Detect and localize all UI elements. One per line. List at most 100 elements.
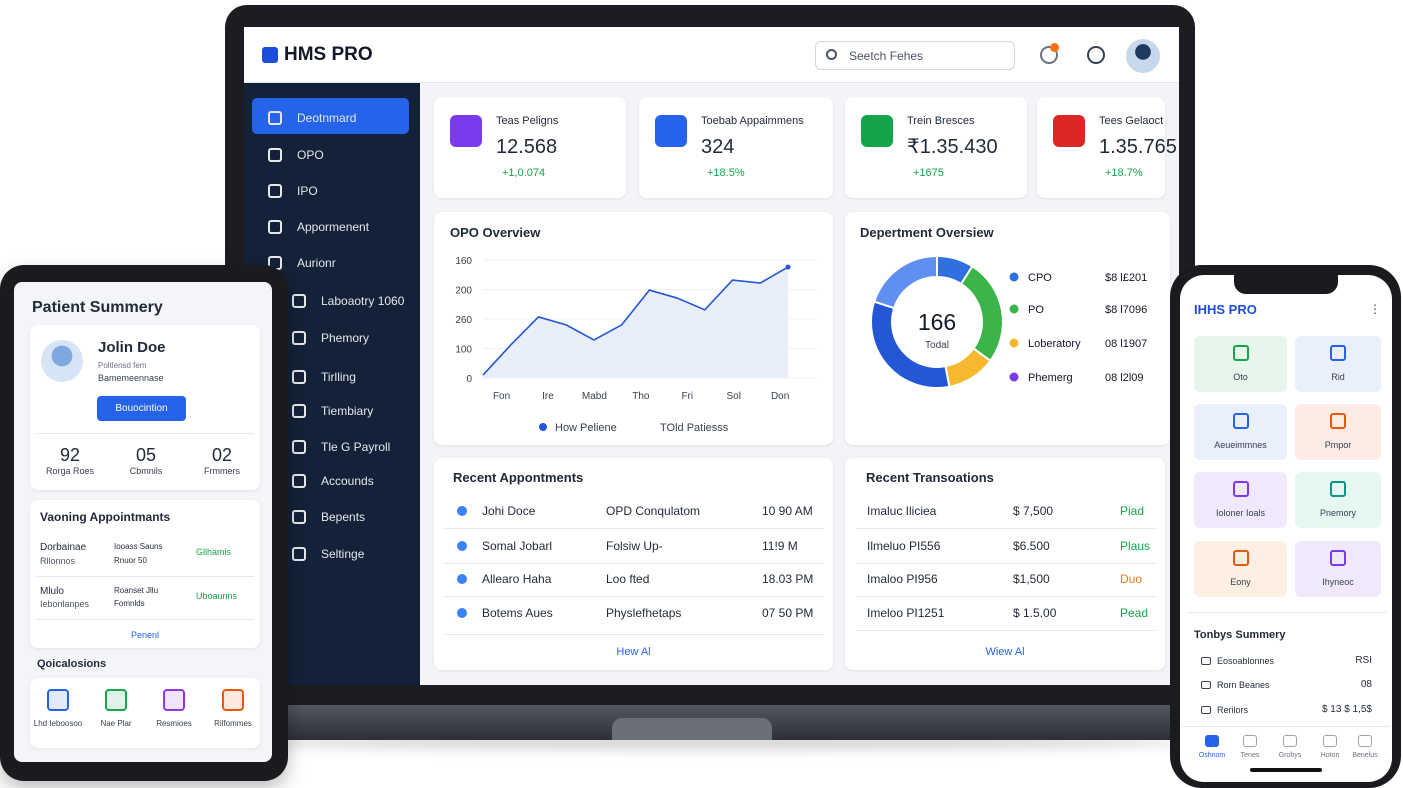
sidebar-item[interactable]: Tle G Payroll bbox=[321, 440, 391, 454]
patient: Allearo Haha bbox=[482, 572, 552, 586]
stat-card bbox=[845, 97, 1027, 198]
patient-button[interactable] bbox=[97, 396, 186, 421]
sidebar-icon bbox=[268, 148, 282, 162]
sidebar-icon bbox=[292, 510, 306, 524]
appt-detail: Roanset Jllu bbox=[114, 586, 159, 595]
stat-value: 12.568 bbox=[496, 136, 558, 158]
phone-menu[interactable]: ⋮ bbox=[1369, 302, 1381, 316]
row-divider bbox=[36, 619, 254, 620]
sidebar-icon bbox=[292, 404, 306, 418]
patient-avatar bbox=[41, 340, 83, 382]
bottom-nav bbox=[1182, 726, 1390, 727]
stat-label: Cbmnils bbox=[129, 466, 163, 476]
amount: $6.500 bbox=[1013, 539, 1050, 553]
settings-icon[interactable] bbox=[1087, 46, 1105, 64]
sidebar-active[interactable] bbox=[252, 98, 409, 134]
appt-name: Mlulo bbox=[40, 586, 64, 597]
sidebar-item[interactable]: Aurionr bbox=[297, 256, 336, 270]
tile-icon bbox=[1330, 413, 1346, 429]
stat-change: +1675 bbox=[913, 167, 944, 179]
appt-status: Gllhamis bbox=[196, 547, 232, 557]
time: 07 50 PM bbox=[762, 606, 814, 620]
sidebar-item[interactable]: Appormenent bbox=[297, 220, 370, 234]
quick-label: Resmioes bbox=[156, 719, 192, 728]
sidebar-item[interactable]: Phemory bbox=[321, 331, 370, 345]
notification-icon[interactable] bbox=[1040, 46, 1058, 64]
time: 18.03 PM bbox=[762, 572, 814, 586]
sidebar-item[interactable]: Laboaotry 1060 bbox=[321, 294, 405, 308]
row-icon bbox=[457, 574, 467, 584]
appt-name: Rllonnos bbox=[40, 556, 76, 566]
status: Pead bbox=[1120, 606, 1149, 620]
transactions-card bbox=[845, 458, 1165, 670]
nav-icon[interactable] bbox=[1205, 735, 1219, 747]
tile-label: Rid bbox=[1331, 372, 1345, 382]
sidebar-icon bbox=[268, 111, 282, 125]
visit-type: Physlefhetaps bbox=[606, 606, 682, 620]
view-all[interactable]: Wiew Al bbox=[985, 646, 1025, 658]
time: 10 90 AM bbox=[762, 504, 813, 518]
nav-label: Grobys bbox=[1278, 752, 1302, 759]
summary-icon bbox=[1201, 706, 1211, 714]
stat-value: 05 bbox=[135, 445, 157, 465]
patient-sub: Bamemeennase bbox=[98, 373, 164, 383]
divider bbox=[1188, 612, 1386, 613]
stat-icon bbox=[655, 115, 687, 147]
sidebar-icon bbox=[268, 220, 282, 234]
quick-icon[interactable] bbox=[222, 689, 244, 711]
row-icon bbox=[457, 541, 467, 551]
sidebar-icon bbox=[292, 547, 306, 561]
tile-icon bbox=[1232, 345, 1249, 361]
sidebar-item[interactable]: Bepents bbox=[321, 510, 366, 524]
nav-icon[interactable] bbox=[1283, 735, 1297, 747]
phone-brand: IHHS PRO bbox=[1194, 302, 1257, 317]
tile-label: Pnemory bbox=[1319, 508, 1356, 518]
tile-label: Aeueimmnes bbox=[1214, 440, 1267, 450]
stat-value: 1.35.765 bbox=[1099, 136, 1177, 158]
row-divider bbox=[444, 563, 824, 564]
stat-change: +18.7% bbox=[1105, 167, 1143, 179]
logo-icon bbox=[262, 47, 278, 63]
phone-notch bbox=[1234, 274, 1338, 294]
sidebar-item[interactable]: IPO bbox=[297, 184, 318, 198]
quick-icon[interactable] bbox=[47, 689, 69, 711]
sidebar-item[interactable]: Tiembiary bbox=[321, 404, 374, 418]
tile-label: Oto bbox=[1233, 372, 1248, 382]
view-all[interactable]: Hew Al bbox=[616, 646, 651, 658]
row-divider bbox=[36, 576, 254, 577]
nav-label: Benelus bbox=[1352, 752, 1378, 759]
appt-detail: Fomnlds bbox=[114, 599, 145, 608]
upcoming-card bbox=[30, 500, 260, 648]
row-divider bbox=[444, 634, 824, 635]
nav-icon[interactable] bbox=[1358, 735, 1372, 747]
row-divider bbox=[856, 528, 1156, 529]
appt-status: Uboaunns bbox=[196, 591, 238, 601]
sidebar-icon bbox=[292, 440, 306, 454]
opd-card bbox=[434, 212, 833, 445]
search-box[interactable] bbox=[815, 41, 1015, 70]
sidebar-item[interactable]: Accounds bbox=[321, 474, 374, 488]
quick-title: Qoicalosions bbox=[37, 658, 107, 670]
quick-icon[interactable] bbox=[163, 689, 185, 711]
button-label: Bouocintion bbox=[115, 403, 168, 414]
sidebar-item[interactable]: OPO bbox=[297, 148, 324, 162]
quick-icon[interactable] bbox=[105, 689, 127, 711]
stat-card bbox=[1037, 97, 1165, 198]
sidebar-item[interactable]: Tirlling bbox=[321, 370, 356, 384]
quick-label: Rilfommes bbox=[214, 719, 252, 728]
summary-title: Tonbys Summery bbox=[1194, 629, 1286, 641]
nav-icon[interactable] bbox=[1323, 735, 1337, 747]
nav-label: Tenes bbox=[1240, 752, 1260, 759]
nav-icon[interactable] bbox=[1243, 735, 1257, 747]
opd-title: OPO Overview bbox=[450, 225, 541, 240]
stat-value: 02 bbox=[211, 445, 233, 465]
upcoming-link[interactable]: Penenl bbox=[130, 630, 160, 640]
stat-icon bbox=[450, 115, 482, 147]
summary-icon bbox=[1201, 681, 1211, 689]
avatar[interactable] bbox=[1126, 39, 1160, 73]
sidebar-item[interactable]: Seltinge bbox=[321, 547, 365, 561]
appointments-card bbox=[434, 458, 833, 670]
row-divider bbox=[444, 596, 824, 597]
sidebar-item[interactable]: Deotnmard bbox=[297, 111, 357, 125]
